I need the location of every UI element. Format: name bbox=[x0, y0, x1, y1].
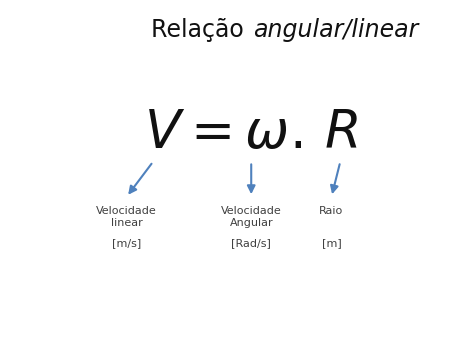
Text: angular/linear: angular/linear bbox=[254, 18, 419, 42]
Text: Velocidade
Angular: Velocidade Angular bbox=[221, 206, 282, 228]
Text: $\mathit{V} = \mathit{\omega}.\,\mathit{R}$: $\mathit{V} = \mathit{\omega}.\,\mathit{… bbox=[144, 106, 358, 158]
Text: Relação: Relação bbox=[151, 18, 251, 42]
Text: [m]: [m] bbox=[321, 238, 341, 248]
Text: [m/s]: [m/s] bbox=[112, 238, 141, 248]
Text: Raio: Raio bbox=[319, 206, 344, 216]
Text: PROFESSOR RAFAEL MACHADO DOS SANTOS: PROFESSOR RAFAEL MACHADO DOS SANTOS bbox=[12, 105, 17, 250]
Text: [Rad/s]: [Rad/s] bbox=[231, 238, 271, 248]
Text: Velocidade
linear: Velocidade linear bbox=[96, 206, 157, 228]
